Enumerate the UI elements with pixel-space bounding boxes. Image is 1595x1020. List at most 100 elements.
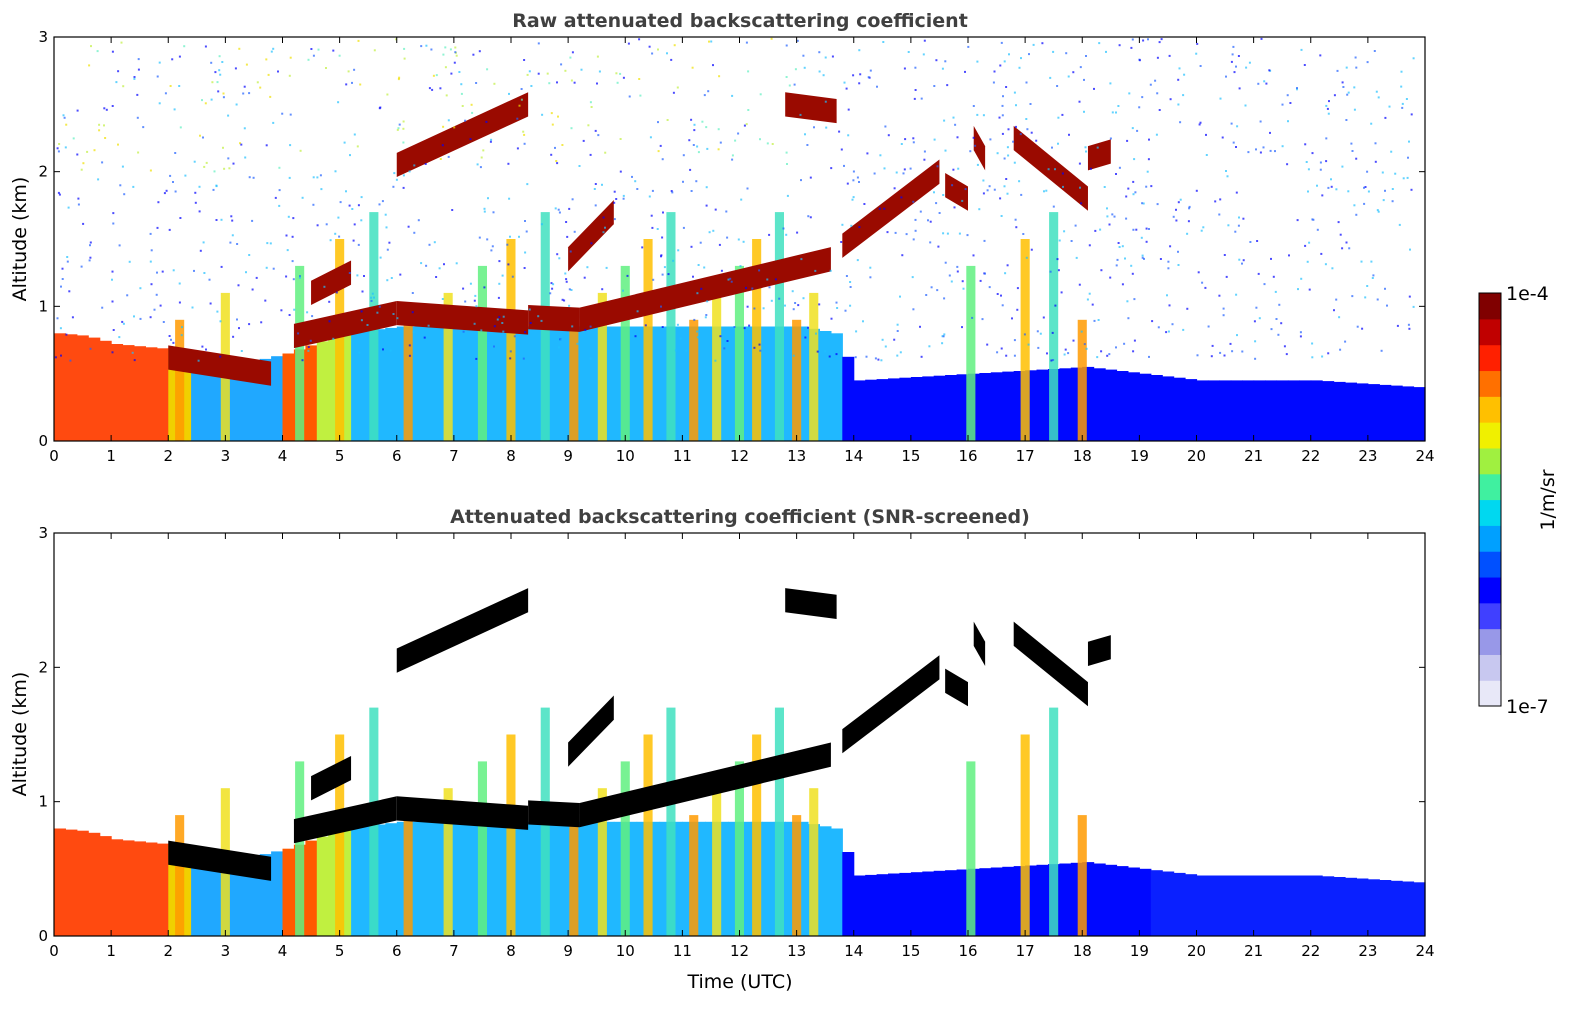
noise-speck	[696, 336, 699, 339]
noise-speck	[269, 95, 272, 98]
noise-speck	[386, 279, 389, 282]
noise-speck	[657, 150, 660, 153]
noise-speck	[511, 275, 514, 278]
noise-speck	[1351, 295, 1354, 298]
noise-speck	[1381, 171, 1384, 174]
noise-speck	[998, 116, 1001, 119]
noise-speck	[988, 286, 991, 289]
noise-speck	[919, 210, 922, 213]
noise-speck	[905, 233, 908, 236]
noise-speck	[396, 317, 399, 320]
aerosol-column	[88, 832, 101, 936]
noise-speck	[179, 126, 182, 129]
noise-speck	[1145, 227, 1148, 230]
noise-speck	[1138, 59, 1141, 62]
cloud-layer	[785, 588, 837, 619]
noise-speck	[1286, 94, 1289, 97]
noise-speck	[312, 54, 315, 57]
noise-speck	[1078, 162, 1081, 165]
noise-speck	[136, 116, 139, 119]
noise-speck	[1199, 121, 1202, 124]
noise-speck	[923, 39, 926, 42]
noise-speck	[288, 176, 291, 179]
noise-speck	[1277, 333, 1280, 336]
noise-speck	[60, 285, 62, 288]
cloud-layer	[1013, 621, 1088, 707]
cloud-layer	[579, 742, 831, 828]
noise-speck	[1079, 186, 1081, 189]
noise-speck	[1133, 298, 1136, 301]
noise-speck	[202, 241, 205, 244]
aerosol-column	[1413, 882, 1426, 936]
noise-speck	[1355, 157, 1358, 160]
noise-speck	[455, 262, 458, 265]
noise-speck	[199, 134, 201, 137]
noise-speck	[1306, 260, 1309, 263]
noise-speck	[587, 124, 590, 127]
noise-speck	[1132, 180, 1135, 183]
noise-speck	[999, 197, 1002, 200]
noise-speck	[858, 226, 861, 229]
aerosol-column	[1002, 866, 1015, 936]
noise-speck	[570, 127, 573, 130]
noise-speck	[121, 320, 124, 323]
noise-speck	[705, 314, 708, 316]
noise-speck	[1308, 288, 1311, 291]
noise-speck	[272, 121, 275, 124]
aerosol-column	[556, 821, 569, 936]
noise-speck	[236, 243, 239, 245]
precip-shaft	[792, 319, 802, 441]
aerosol-column	[933, 375, 946, 441]
aerosol-column	[316, 836, 329, 936]
noise-speck	[1242, 217, 1245, 220]
noise-speck	[976, 163, 979, 166]
noise-speck	[737, 132, 740, 135]
noise-speck	[402, 141, 405, 144]
aerosol-column	[282, 353, 295, 441]
aerosol-column	[1276, 875, 1289, 936]
precip-shaft	[620, 265, 630, 441]
noise-speck	[1118, 44, 1121, 47]
noise-speck	[967, 45, 970, 48]
noise-speck	[1118, 166, 1121, 169]
noise-speck	[370, 299, 373, 302]
noise-speck	[792, 308, 795, 311]
noise-speck	[498, 260, 501, 263]
noise-speck	[974, 144, 977, 147]
noise-speck	[493, 325, 496, 328]
noise-speck	[356, 274, 359, 277]
noise-speck	[299, 149, 302, 152]
noise-speck	[441, 298, 444, 300]
noise-speck	[423, 336, 426, 339]
cloud-layer	[579, 247, 831, 332]
noise-speck	[1372, 274, 1375, 277]
noise-speck	[93, 149, 96, 152]
x-tick-label: 11	[673, 942, 692, 960]
aerosol-column	[282, 848, 295, 936]
x-tick-label: 7	[449, 942, 459, 960]
aerosol-column	[1276, 380, 1289, 441]
noise-speck	[65, 333, 68, 336]
noise-speck	[1086, 298, 1089, 301]
noise-speck	[1001, 304, 1004, 307]
precip-shaft	[1049, 212, 1059, 441]
noise-speck	[958, 232, 961, 235]
noise-speck	[1335, 298, 1338, 301]
noise-speck	[174, 190, 177, 193]
noise-speck	[1177, 103, 1180, 106]
noise-speck	[622, 194, 625, 197]
noise-speck	[332, 49, 335, 52]
noise-speck	[919, 325, 921, 328]
noise-speck	[1106, 207, 1108, 210]
noise-speck	[679, 337, 682, 340]
noise-speck	[785, 76, 788, 78]
noise-speck	[770, 299, 773, 302]
x-tick-label: 0	[49, 447, 59, 465]
panel1-ylabel: Altitude (km)	[9, 177, 31, 302]
noise-speck	[194, 191, 197, 194]
noise-speck	[650, 214, 653, 217]
precip-shaft	[335, 239, 345, 441]
noise-speck	[733, 326, 736, 328]
noise-speck	[962, 287, 965, 290]
noise-speck	[1241, 350, 1244, 353]
